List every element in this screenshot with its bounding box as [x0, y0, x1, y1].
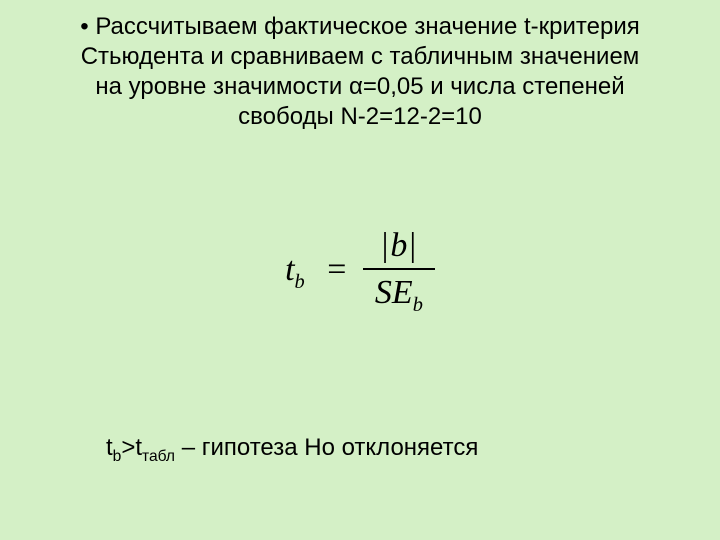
formula-den-main: SE: [375, 274, 413, 311]
formula-denominator: SEb: [363, 268, 435, 315]
abs-bar-left: |: [380, 227, 391, 264]
conclusion-t1: t: [106, 434, 113, 461]
formula-lhs: tb: [285, 251, 311, 289]
formula: tb = |b| SEb: [0, 225, 720, 314]
formula-fraction: |b| SEb: [363, 225, 435, 314]
bullet-paragraph: • Рассчитываем фактическое значение t-кр…: [79, 12, 641, 132]
bullet-text: Рассчитываем фактическое значение t-крит…: [81, 13, 640, 130]
conclusion-gt: >: [121, 434, 135, 461]
formula-lhs-var: t: [285, 251, 294, 288]
formula-num-var: b: [390, 227, 407, 264]
conclusion-line: tb>tтабл – гипотеза Но отклоняется: [106, 432, 626, 464]
slide: • Рассчитываем фактическое значение t-кр…: [0, 0, 720, 540]
bullet-glyph: •: [80, 13, 88, 40]
formula-den-sub: b: [413, 293, 423, 315]
formula-lhs-sub: b: [295, 270, 305, 292]
formula-numerator: |b|: [363, 225, 435, 268]
abs-bar-right: |: [407, 227, 418, 264]
conclusion-sub2: табл: [142, 448, 175, 465]
conclusion-tail: – гипотеза Но отклоняется: [175, 434, 478, 461]
formula-equals: =: [319, 251, 354, 289]
